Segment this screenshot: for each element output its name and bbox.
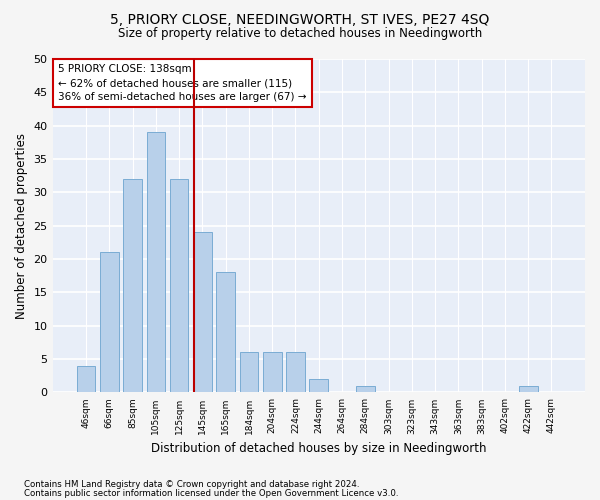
Text: Size of property relative to detached houses in Needingworth: Size of property relative to detached ho… (118, 28, 482, 40)
Bar (123, 179, 142, 392)
Bar (286, 352, 305, 393)
Text: 5 PRIORY CLOSE: 138sqm
← 62% of detached houses are smaller (115)
36% of semi-de: 5 PRIORY CLOSE: 138sqm ← 62% of detached… (58, 64, 307, 102)
Bar (100, 252, 119, 392)
Bar (310, 379, 328, 392)
Bar (193, 232, 212, 392)
X-axis label: Distribution of detached houses by size in Needingworth: Distribution of detached houses by size … (151, 442, 487, 455)
Bar (519, 386, 538, 392)
Y-axis label: Number of detached properties: Number of detached properties (15, 132, 28, 318)
Bar (217, 272, 235, 392)
Text: 5, PRIORY CLOSE, NEEDINGWORTH, ST IVES, PE27 4SQ: 5, PRIORY CLOSE, NEEDINGWORTH, ST IVES, … (110, 12, 490, 26)
Bar (263, 352, 281, 393)
Bar (77, 366, 95, 392)
Text: Contains public sector information licensed under the Open Government Licence v3: Contains public sector information licen… (24, 489, 398, 498)
Text: Contains HM Land Registry data © Crown copyright and database right 2024.: Contains HM Land Registry data © Crown c… (24, 480, 359, 489)
Bar (146, 132, 165, 392)
Bar (170, 179, 188, 392)
Bar (239, 352, 258, 393)
Bar (356, 386, 374, 392)
